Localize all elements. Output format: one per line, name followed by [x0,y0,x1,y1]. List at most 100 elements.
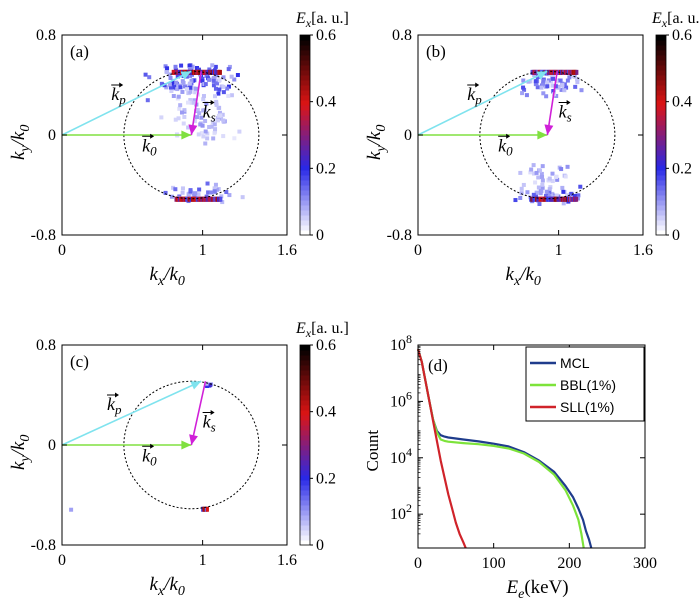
heat-cell [143,72,148,77]
heat-cell [546,192,551,197]
colorbar-segment [300,175,310,181]
colorbar-tick-label: 0.2 [316,470,336,487]
heat-cell [187,81,192,86]
heat-cell [540,174,545,179]
colorbar-segment [300,505,310,511]
heat-cell [214,73,219,78]
colorbar-segment [300,380,310,386]
colorbar-segment [300,60,310,66]
vector-arrowhead [544,124,554,135]
heat-cell [540,164,545,169]
heat-cell [197,187,202,192]
heat-cell [211,83,216,88]
heat-cell [188,98,193,103]
heat-cell [535,85,540,90]
y-tick-label: 0.8 [36,27,56,44]
heat-cell [181,80,186,85]
colorbar-segment [300,415,310,421]
y-axis-label: ky​/k0​ [8,435,33,470]
heat-cell [164,85,169,90]
colorbar-segment [656,50,666,56]
colorbar-segment [656,80,666,86]
heat-cell [219,194,224,199]
heat-cell [534,190,539,195]
colorbar-segment [656,90,666,96]
heat-cell [173,64,178,69]
colorbar-tick-label: 0 [316,227,324,244]
colorbar-segment [300,35,310,41]
heat-cell [561,189,566,194]
vector-label-ks: ks [559,102,572,125]
y-tick-label: 104 [390,445,412,467]
colorbar-segment [300,125,310,131]
heat-cell [213,129,218,134]
heat-cell [177,106,182,111]
heat-cell [565,78,570,83]
colorbar-segment [300,500,310,506]
heat-cell [531,163,536,168]
colorbar-segment [300,155,310,161]
heat-cell [203,129,208,134]
vector-ks [190,381,207,446]
heat-cell [538,191,543,196]
vector-label-kp: kp [111,84,126,107]
colorbar-segment [656,120,666,126]
heat-cell [176,94,181,99]
heat-cell [205,136,210,141]
colorbar-title: Ex[a. u.] [651,10,700,30]
colorbar-segment [300,45,310,51]
heat-cell [521,85,526,90]
heat-cell [200,123,205,128]
colorbar: 0 0.2 0.4 0.6Ex[a. u.] [295,10,349,244]
x-axis-label: kx​/k0​ [506,264,541,289]
heat-cell [200,78,205,83]
heat-cell [539,171,544,176]
heat-cell [221,84,226,89]
heat-cell [185,100,190,105]
colorbar-segment [300,405,310,411]
panel-label: (a) [70,42,89,61]
heat-cell [541,78,546,83]
vector-overarrow-head [566,100,571,105]
vector-ks [546,71,559,136]
heat-cell [165,70,170,75]
heat-cell [212,122,217,127]
vector-kp [417,70,548,136]
panel-label: (b) [426,42,446,61]
heat-cell [188,188,193,193]
colorbar-segment [300,105,310,111]
heat-cell [210,63,215,68]
colorbar-segment [300,485,310,491]
panel-label: (c) [70,352,89,371]
colorbar-segment [656,145,666,151]
heat-cell [217,110,222,115]
heat-cell [525,190,530,195]
heat-cell [518,195,523,200]
heat-cell [203,118,208,123]
heat-cell [575,196,579,202]
colorbar-segment [300,480,310,486]
y-tick-label: 0.8 [392,27,412,44]
heat-cell [528,170,533,175]
x-tick-label: 1 [555,242,563,259]
heat-cell [200,76,205,81]
heat-cell [216,91,221,96]
vector-arrowhead [180,71,192,80]
heatmap-pixels [69,381,213,512]
colorbar-tick-label: 0.4 [316,94,336,111]
heat-cell [205,506,209,512]
heat-cell [178,103,183,108]
heat-cell [213,182,218,187]
heat-cell [572,193,577,198]
heat-cell [561,201,566,206]
heat-cell [218,69,222,75]
heat-cell [194,86,199,91]
heat-cell [539,85,544,90]
colorbar-segment [300,540,310,546]
heat-cell [547,187,552,192]
heat-cell [168,85,173,90]
x-axis-label: kx​/k0​ [150,264,185,289]
heat-cell [548,185,553,190]
heat-cell [69,507,74,512]
